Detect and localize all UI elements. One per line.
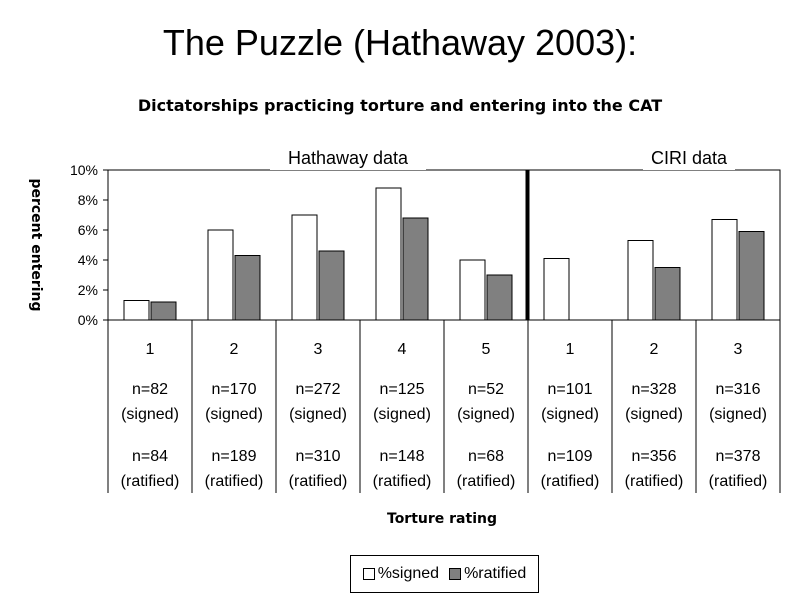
signed-note: (signed)	[289, 406, 347, 423]
n-ratified-label: n=189	[212, 448, 257, 465]
n-signed-label: n=125	[380, 381, 425, 398]
bar-signed	[711, 219, 738, 321]
y-tick-label: 0%	[78, 312, 98, 328]
ratified-note: (ratified)	[625, 473, 684, 490]
legend-label-signed: %signed	[377, 565, 440, 582]
y-axis-label: percent entering	[28, 178, 44, 311]
n-signed-label: n=272	[296, 381, 341, 398]
legend: %signed %ratified	[350, 555, 539, 593]
n-signed-label: n=101	[548, 381, 593, 398]
n-signed-label: n=52	[468, 381, 504, 398]
bar-ratified	[486, 274, 513, 321]
x-tick-label: 5	[482, 341, 491, 358]
legend-label-ratified: %ratified	[464, 565, 527, 582]
bar-ratified	[150, 301, 177, 321]
bar-signed	[459, 259, 486, 321]
signed-note: (signed)	[373, 406, 431, 423]
signed-note: (signed)	[541, 406, 599, 423]
bar-signed	[291, 214, 318, 321]
signed-note: (signed)	[205, 406, 263, 423]
legend-swatch-ratified	[449, 568, 462, 580]
bar-signed	[543, 258, 570, 321]
ratified-note: (ratified)	[289, 473, 348, 490]
group-label: CIRI data	[651, 148, 728, 168]
ratified-note: (ratified)	[205, 473, 264, 490]
x-axis-label: Torture rating	[387, 511, 497, 527]
ratified-note: (ratified)	[709, 473, 768, 490]
bar-signed	[627, 240, 654, 321]
signed-note: (signed)	[457, 406, 515, 423]
n-ratified-label: n=378	[716, 448, 761, 465]
n-ratified-label: n=310	[296, 448, 341, 465]
n-signed-label: n=82	[132, 381, 168, 398]
signed-note: (signed)	[121, 406, 179, 423]
group-label: Hathaway data	[288, 148, 409, 168]
y-tick-label: 10%	[70, 162, 98, 178]
ratified-note: (ratified)	[373, 473, 432, 490]
group-label-bg	[643, 146, 735, 170]
bar-ratified	[234, 255, 261, 321]
bar-signed	[375, 187, 402, 321]
group-separator	[525, 170, 530, 320]
n-ratified-label: n=356	[632, 448, 677, 465]
n-ratified-label: n=148	[380, 448, 425, 465]
x-tick-label: 2	[650, 341, 659, 358]
signed-note: (signed)	[709, 406, 767, 423]
signed-note: (signed)	[625, 406, 683, 423]
x-tick-label: 1	[566, 341, 575, 358]
ratified-note: (ratified)	[457, 473, 516, 490]
n-ratified-label: n=68	[468, 448, 504, 465]
x-tick-label: 3	[734, 341, 743, 358]
n-signed-label: n=328	[632, 381, 677, 398]
bar-signed	[207, 229, 234, 321]
legend-item-ratified: %ratified	[449, 565, 526, 583]
bar-ratified	[318, 250, 345, 321]
ratified-note: (ratified)	[541, 473, 600, 490]
x-tick-label: 1	[146, 341, 155, 358]
legend-swatch-signed	[362, 568, 375, 580]
n-ratified-label: n=109	[548, 448, 593, 465]
x-tick-label: 3	[314, 341, 323, 358]
chart-title: Dictatorships practicing torture and ent…	[137, 96, 663, 115]
y-tick-label: 8%	[78, 192, 98, 208]
n-ratified-label: n=84	[132, 448, 168, 465]
slide-title: The Puzzle (Hathaway 2003):	[162, 22, 638, 63]
bar-ratified	[402, 217, 429, 321]
y-tick-label: 4%	[78, 252, 98, 268]
ratified-note: (ratified)	[121, 473, 180, 490]
n-signed-label: n=170	[212, 381, 257, 398]
y-tick-label: 2%	[78, 282, 98, 298]
n-signed-label: n=316	[716, 381, 761, 398]
group-label-bg	[270, 146, 426, 170]
bar-signed	[123, 300, 150, 321]
y-tick-label: 6%	[78, 222, 98, 238]
x-tick-label: 4	[398, 341, 407, 358]
bar-ratified	[654, 267, 681, 321]
x-tick-label: 2	[230, 341, 239, 358]
legend-item-signed: %signed	[362, 565, 440, 583]
bar-ratified	[738, 231, 765, 321]
